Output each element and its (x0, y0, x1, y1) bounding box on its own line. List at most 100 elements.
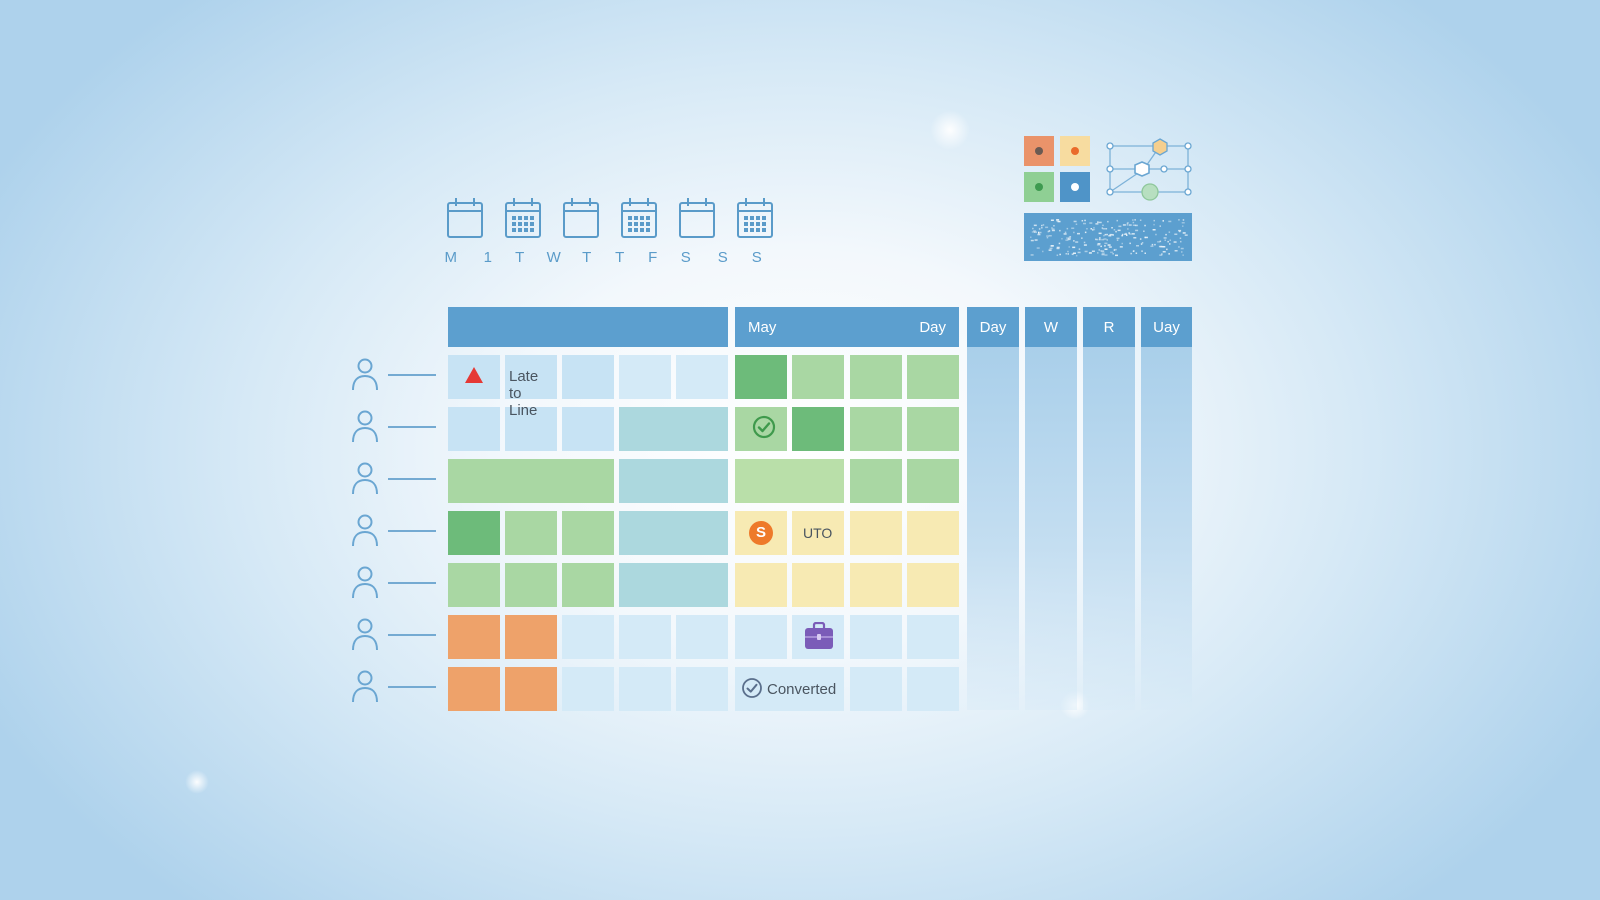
schedule-cell[interactable] (448, 407, 500, 451)
schedule-cell[interactable] (907, 511, 959, 555)
schedule-cell[interactable] (735, 459, 844, 503)
person-icon[interactable] (350, 617, 380, 653)
person-icon[interactable] (350, 565, 380, 601)
day-letter: F (648, 249, 658, 266)
row-connector-line (388, 582, 436, 584)
tab-w[interactable]: W (1025, 307, 1077, 347)
schedule-cell[interactable] (505, 355, 557, 399)
schedule-cell[interactable] (907, 615, 959, 659)
person-icon[interactable] (350, 357, 380, 393)
schedule-cell[interactable] (792, 355, 844, 399)
day-letter: W (546, 249, 562, 266)
schedule-cell[interactable] (735, 563, 787, 607)
header-month-label: May (748, 319, 777, 336)
schedule-cell[interactable] (619, 407, 728, 451)
schedule-cell[interactable] (448, 615, 500, 659)
late-to-line-label: Late to Line (509, 368, 539, 419)
person-icon[interactable] (350, 513, 380, 549)
coin-symbol: S (755, 524, 766, 541)
tab-uay-label: Uay (1153, 319, 1180, 336)
schedule-cell[interactable] (619, 667, 671, 711)
schedule-cell[interactable] (792, 511, 844, 555)
schedule-cell[interactable] (907, 355, 959, 399)
schedule-cell[interactable] (448, 511, 500, 555)
calendar-icon[interactable] (446, 197, 484, 241)
schedule-cell[interactable] (907, 667, 959, 711)
schedule-cell[interactable] (619, 615, 671, 659)
schedule-cell[interactable] (850, 615, 902, 659)
column-w (1025, 347, 1077, 710)
schedule-cell[interactable] (562, 355, 614, 399)
schedule-cell[interactable] (850, 667, 902, 711)
calendar-grid-icon[interactable] (736, 197, 774, 241)
schedule-cell[interactable] (850, 511, 902, 555)
day-letter: T (582, 249, 592, 266)
person-icon[interactable] (350, 669, 380, 705)
schedule-cell[interactable] (676, 355, 728, 399)
row-connector-line (388, 634, 436, 636)
schedule-cell[interactable] (448, 459, 614, 503)
schedule-cell[interactable] (562, 615, 614, 659)
schedule-cell[interactable] (735, 355, 787, 399)
tab-day-label: Day (979, 319, 1007, 336)
schedule-cell[interactable] (448, 667, 500, 711)
schedule-cell[interactable] (505, 667, 557, 711)
day-letter: S (680, 249, 692, 266)
row-connector-line (388, 426, 436, 428)
dollar-coin-icon: S (749, 521, 773, 545)
tab-r[interactable]: R (1083, 307, 1135, 347)
calendar-icon[interactable] (678, 197, 716, 241)
network-diagram-icon (1104, 134, 1194, 204)
schedule-cell[interactable] (907, 563, 959, 607)
schedule-cell[interactable] (619, 563, 728, 607)
schedule-cell[interactable] (562, 407, 614, 451)
day-letter: T (615, 249, 625, 266)
header-day-label: Day (919, 319, 946, 336)
schedule-cell[interactable] (907, 407, 959, 451)
schedule-cell[interactable] (850, 407, 902, 451)
schedule-cell[interactable] (505, 615, 557, 659)
schedule-cell[interactable] (448, 563, 500, 607)
tab-w-label: W (1043, 319, 1059, 336)
swatch-green (1024, 172, 1054, 202)
schedule-cell[interactable] (676, 667, 728, 711)
schedule-cell[interactable] (562, 667, 614, 711)
day-letter: M (444, 249, 458, 266)
column-r (1083, 347, 1135, 710)
schedule-cell[interactable] (505, 563, 557, 607)
schedule-cell[interactable] (676, 615, 728, 659)
check-circle-icon (752, 415, 776, 439)
swatch-yellow (1060, 136, 1090, 166)
schedule-cell[interactable] (505, 407, 557, 451)
row-connector-line (388, 374, 436, 376)
calendar-icon[interactable] (562, 197, 600, 241)
briefcase-icon (805, 622, 833, 649)
person-icon[interactable] (350, 409, 380, 445)
tab-day[interactable]: Day (967, 307, 1019, 347)
schedule-cell[interactable] (619, 355, 671, 399)
day-letter: T (515, 249, 525, 266)
schedule-cell[interactable] (619, 511, 728, 555)
schedule-cell[interactable] (850, 355, 902, 399)
schedule-cell[interactable] (562, 511, 614, 555)
schedule-cell[interactable] (792, 563, 844, 607)
person-icon[interactable] (350, 461, 380, 497)
data-panel (1024, 213, 1192, 261)
tab-r-label: R (1103, 319, 1115, 336)
converted-label: Converted (767, 681, 837, 698)
schedule-cell[interactable] (505, 511, 557, 555)
tab-uay[interactable]: Uay (1141, 307, 1192, 347)
schedule-cell[interactable] (850, 563, 902, 607)
day-letter: S (717, 249, 729, 266)
calendar-grid-icon[interactable] (504, 197, 542, 241)
calendar-grid-icon[interactable] (620, 197, 658, 241)
schedule-cell[interactable] (735, 615, 787, 659)
column-day (967, 347, 1019, 710)
background-glow (930, 110, 970, 150)
schedule-cell[interactable] (619, 459, 728, 503)
day-letter: 1 (483, 249, 493, 266)
schedule-cell[interactable] (850, 459, 902, 503)
schedule-cell[interactable] (792, 407, 844, 451)
schedule-cell[interactable] (562, 563, 614, 607)
schedule-cell[interactable] (907, 459, 959, 503)
